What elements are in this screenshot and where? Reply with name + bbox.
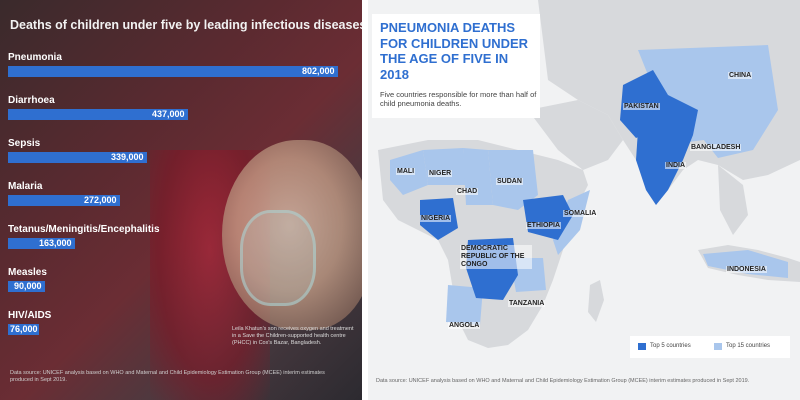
label-chad: CHAD (456, 188, 479, 195)
label-india: INDIA (665, 162, 687, 169)
legend-label-top5: Top 5 countries (650, 343, 691, 349)
bar-chart: Pneumonia 802,000 Diarrhoea 437,000 Sepsis 33… (8, 0, 358, 400)
label-pakistan: PAKISTAN (623, 103, 660, 110)
chart-title: Deaths of children under five by leading… (10, 18, 362, 32)
photo-caption: Leila Khatun's son receives oxygen and t… (232, 326, 354, 346)
map-title: PNEUMONIA DEATHS FOR CHILDREN UNDER THE … (380, 20, 529, 82)
bar (8, 324, 39, 335)
label-sudan: SUDAN (496, 178, 523, 185)
bar-value-label: 339,000 (111, 152, 144, 162)
label-niger: NIGER (428, 170, 453, 177)
bar (8, 238, 75, 249)
land-madagascar (588, 280, 604, 322)
label-ethiopia: ETHIOPIA (526, 222, 562, 229)
map-title-box (372, 14, 540, 118)
bar-label: Sepsis (8, 138, 41, 149)
legend-swatch-top15 (714, 343, 722, 350)
country-angola (446, 285, 483, 325)
bar-label: Pneumonia (8, 52, 62, 63)
bar-value-label: 90,000 (14, 281, 42, 291)
label-drc: DEMOCRATIC REPUBLIC OF THE CONGO (460, 245, 532, 269)
label-indonesia: INDONESIA (726, 266, 767, 273)
bar (8, 281, 45, 292)
bar-label: HIV/AIDS (8, 310, 52, 321)
bar-label: Measles (8, 267, 47, 278)
bar-value-label: 76,000 (10, 324, 38, 334)
country-somalia (553, 190, 590, 255)
photo-oxygen-mask (240, 210, 316, 306)
bar-value-label: 437,000 (152, 109, 185, 119)
legend-label-top15: Top 15 countries (726, 343, 771, 349)
map-panel: PNEUMONIA DEATHS FOR CHILDREN UNDER THE … (368, 0, 800, 400)
label-angola: ANGOLA (448, 322, 481, 329)
label-bangladesh: BANGLADESH (690, 144, 742, 151)
world-map (378, 0, 800, 348)
land-arabia (528, 100, 623, 170)
label-mali: MALI (396, 168, 416, 175)
bar-label: Malaria (8, 181, 43, 192)
label-tanzania: TANZANIA (508, 300, 546, 307)
bar (8, 109, 188, 120)
label-china: CHINA (728, 72, 753, 79)
map-source: Data source: UNICEF analysis based on WH… (376, 378, 750, 384)
bar-label: Tetanus/Meningitis/Encephalitis (8, 224, 160, 235)
bar-value-label: 163,000 (39, 238, 72, 248)
bar (8, 152, 147, 163)
map-subtitle: Five countries responsible for more than… (380, 90, 537, 108)
country-india (636, 95, 698, 205)
bar-label: Diarrhoea (8, 95, 55, 106)
country-chad (463, 148, 493, 205)
chart-source: Data source: UNICEF analysis based on WH… (10, 370, 325, 383)
land-southeast-asia (718, 165, 748, 235)
label-nigeria: NIGERIA (420, 215, 452, 222)
bar-value-label: 802,000 (302, 66, 335, 76)
bar (8, 66, 338, 77)
bar-value-label: 272,000 (84, 195, 117, 205)
map-legend: Top 5 countries Top 15 countries (630, 336, 790, 358)
bar (8, 195, 120, 206)
legend-swatch-top5 (638, 343, 646, 350)
country-niger (423, 148, 466, 185)
bar-chart-panel: Deaths of children under five by leading… (0, 0, 362, 400)
label-somalia: SOMALIA (563, 210, 598, 217)
